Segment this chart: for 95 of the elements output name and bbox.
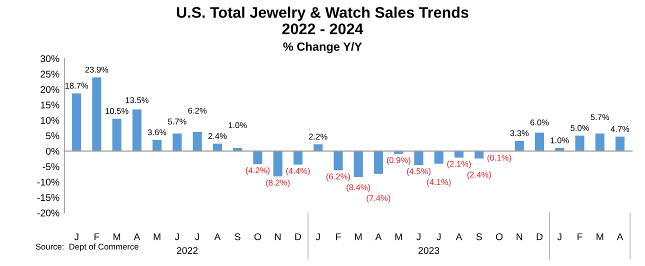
- y-tick-label: -15%: [37, 194, 60, 201]
- x-tick-label: O: [254, 233, 262, 240]
- data-label: 13.5%: [126, 97, 148, 104]
- x-tick-label: J: [74, 233, 78, 240]
- chart-title: U.S. Total Jewelry & Watch Sales Trends 2022 - 2024: [176, 6, 468, 34]
- bar: [253, 151, 262, 164]
- y-tick-label: 10%: [40, 116, 60, 124]
- x-tick-label: F: [94, 233, 100, 240]
- bar: [334, 151, 343, 170]
- y-tick-label: 25%: [40, 70, 60, 78]
- bar: [92, 77, 102, 152]
- data-label: 3.3%: [510, 130, 529, 136]
- bar: [212, 144, 222, 152]
- x-tick-label: D: [295, 233, 302, 240]
- x-tick-label: M: [596, 233, 604, 240]
- data-label: (8.4%): [346, 184, 370, 192]
- x-tick-label: O: [496, 233, 503, 240]
- bar: [575, 136, 584, 152]
- data-label: 2.4%: [208, 133, 227, 139]
- x-tick-label: A: [214, 233, 221, 240]
- y-tick-label: -5%: [42, 163, 60, 170]
- data-label: 2.2%: [309, 134, 328, 140]
- x-tick-label: F: [578, 233, 582, 240]
- x-tick-label: A: [456, 233, 462, 240]
- x-tick-label: A: [616, 233, 624, 240]
- bar: [434, 151, 444, 164]
- y-tick-label: -10%: [37, 178, 60, 186]
- data-label: 1.0%: [550, 137, 569, 144]
- bar: [72, 93, 82, 152]
- x-tick-label: J: [316, 233, 320, 240]
- x-tick-label: D: [536, 233, 543, 240]
- data-label: (6.2%): [326, 173, 350, 182]
- bar: [112, 118, 122, 152]
- data-label: 5.7%: [168, 118, 186, 124]
- x-tick-label: M: [114, 233, 120, 240]
- bar: [374, 151, 384, 174]
- y-tick-label: 15%: [40, 102, 60, 108]
- x-tick-label: J: [174, 233, 179, 240]
- x-tick-label: M: [395, 233, 402, 240]
- data-label: 5.0%: [570, 125, 589, 131]
- x-tick-label: A: [375, 233, 382, 240]
- y-tick-label: 20%: [40, 86, 60, 93]
- x-tick-label: M: [154, 233, 160, 240]
- data-label: 3.6%: [148, 129, 166, 136]
- bar: [354, 151, 363, 178]
- bar: [132, 109, 142, 152]
- x-tick-label: M: [355, 233, 362, 240]
- bar: [414, 151, 424, 165]
- data-label: 6.2%: [188, 108, 207, 114]
- chart-subtitle: % Change Y/Y: [283, 42, 362, 54]
- data-label: 6.0%: [530, 119, 549, 126]
- x-tick-label: S: [476, 233, 482, 240]
- x-tick-label: F: [336, 233, 341, 240]
- data-label: (4.2%): [246, 167, 270, 175]
- data-label: (7.4%): [366, 194, 390, 203]
- data-label: 5.7%: [590, 114, 610, 120]
- data-label: 18.7%: [65, 82, 88, 89]
- text: 2023: [418, 247, 440, 254]
- data-label: (2.1%): [447, 160, 471, 168]
- bar: [615, 136, 625, 152]
- data-label: (8.2%): [266, 179, 290, 188]
- x-tick-label: J: [557, 233, 562, 240]
- data-label: (4.4%): [286, 168, 310, 176]
- x-tick-label: N: [516, 233, 522, 240]
- bar: [595, 134, 604, 152]
- x-tick-label: A: [134, 233, 140, 240]
- bar: [152, 140, 162, 152]
- bar: [172, 134, 182, 152]
- bar: [273, 151, 282, 176]
- y-tick-label: -20%: [37, 210, 60, 216]
- x-tick-label: N: [275, 233, 281, 240]
- text: 2022: [176, 247, 198, 254]
- bar: [192, 132, 202, 152]
- data-label: 4.7%: [610, 126, 630, 132]
- bar: [454, 151, 464, 158]
- data-label: 10.5%: [106, 108, 128, 114]
- data-label: (0.1%): [488, 154, 512, 162]
- data-label: (0.9%): [386, 156, 410, 165]
- data-label: (2.4%): [467, 171, 491, 180]
- source-note: Source: Dept of Commerce: [36, 244, 138, 252]
- data-label: 23.9%: [85, 66, 108, 73]
- data-label: (4.1%): [427, 178, 451, 187]
- data-label: 1.0%: [228, 122, 247, 128]
- data-label: (4.5%): [406, 168, 430, 176]
- y-tick-label: 5%: [46, 132, 60, 140]
- bar: [293, 151, 303, 165]
- x-tick-label: J: [195, 233, 200, 240]
- x-tick-label: S: [234, 233, 240, 240]
- y-tick-label: 30%: [40, 55, 60, 62]
- x-tick-label: J: [416, 233, 420, 240]
- y-tick-label: 0%: [46, 148, 60, 155]
- bar: [474, 151, 484, 158]
- bar: [534, 132, 544, 152]
- bar: [514, 140, 524, 152]
- x-tick-label: J: [436, 233, 441, 240]
